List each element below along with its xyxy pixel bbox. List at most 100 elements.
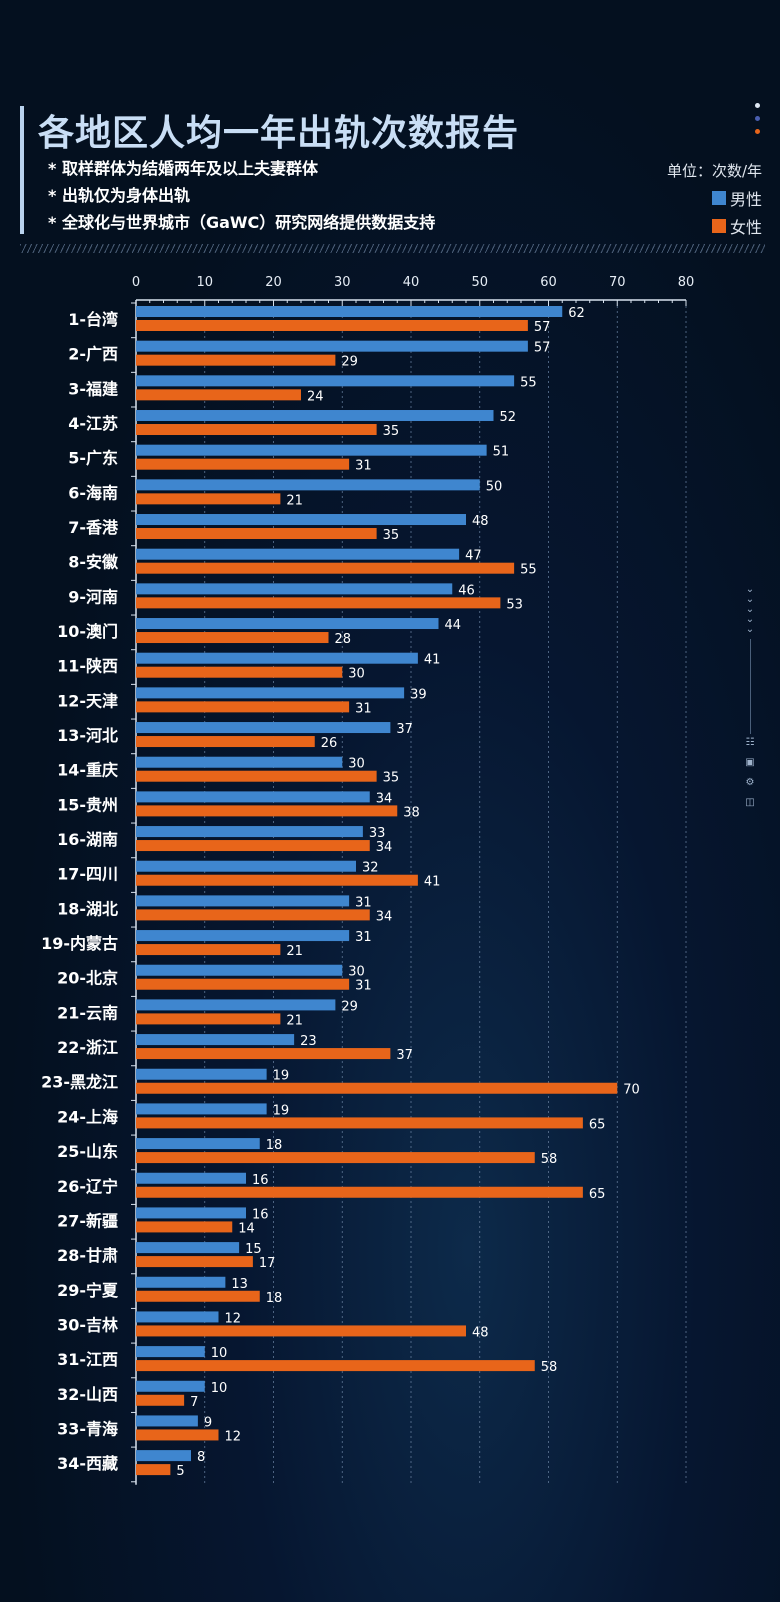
- bar-male: [136, 1450, 191, 1462]
- data-label-male: 30: [348, 965, 365, 980]
- data-label-male: 31: [355, 930, 372, 945]
- bar-female: [136, 736, 315, 748]
- bar-male: [136, 826, 363, 838]
- data-label-female: 12: [225, 1429, 242, 1444]
- category-label: 21-云南: [57, 1003, 118, 1022]
- legend-label-female: 女性: [729, 218, 762, 237]
- category-label: 28-甘肃: [57, 1246, 118, 1265]
- bar-female: [136, 528, 377, 540]
- data-label-female: 30: [348, 667, 365, 682]
- data-label-male: 15: [245, 1242, 262, 1257]
- bar-male: [136, 999, 336, 1011]
- bar-female: [136, 1152, 535, 1164]
- category-label: 32-山西: [57, 1385, 118, 1404]
- x-tick-label: 80: [678, 275, 695, 290]
- bar-male: [136, 791, 370, 803]
- data-label-male: 33: [369, 826, 386, 841]
- data-label-male: 29: [341, 999, 358, 1014]
- bar-female: [136, 389, 301, 401]
- category-label: 26-辽宁: [57, 1177, 118, 1196]
- bar-male: [136, 687, 405, 699]
- unit-label: 单位：次数/年: [666, 162, 762, 180]
- data-label-female: 37: [396, 1048, 413, 1063]
- category-label: 33-青海: [57, 1419, 118, 1438]
- bar-female: [136, 1221, 233, 1233]
- category-label: 4-江苏: [68, 414, 118, 433]
- data-label-male: 47: [465, 549, 482, 564]
- bar-female: [136, 1082, 618, 1094]
- data-label-male: 13: [231, 1277, 248, 1292]
- x-tick-label: 70: [609, 275, 626, 290]
- category-label: 14-重庆: [57, 761, 118, 780]
- bar-male: [136, 444, 487, 456]
- data-label-female: 21: [286, 944, 303, 959]
- bar-female: [136, 805, 398, 817]
- category-label: 22-浙江: [57, 1038, 118, 1057]
- data-label-female: 58: [541, 1360, 558, 1375]
- bar-male: [136, 1172, 246, 1184]
- data-label-female: 7: [190, 1395, 198, 1410]
- bar-male: [136, 1138, 260, 1150]
- category-label: 16-湖南: [57, 830, 118, 849]
- bar-female: [136, 1290, 260, 1302]
- data-label-male: 16: [252, 1173, 269, 1188]
- x-tick-label: 0: [132, 275, 140, 290]
- note-2: * 出轨仅为身体出轨: [48, 186, 190, 205]
- data-label-male: 30: [348, 757, 365, 772]
- data-label-male: 19: [273, 1069, 290, 1084]
- bar-male: [136, 375, 515, 387]
- bar-male: [136, 548, 460, 560]
- data-label-male: 12: [225, 1311, 242, 1326]
- bar-female: [136, 1048, 391, 1060]
- bar-female: [136, 909, 370, 921]
- x-tick-label: 60: [540, 275, 557, 290]
- data-label-female: 26: [321, 736, 338, 751]
- legend-label-male: 男性: [729, 190, 762, 209]
- category-label: 25-山东: [57, 1142, 118, 1161]
- data-label-female: 31: [355, 459, 372, 474]
- category-label: 7-香港: [68, 518, 119, 537]
- category-label: 8-安徽: [68, 553, 119, 572]
- data-label-male: 48: [472, 514, 489, 529]
- bar-female: [136, 1360, 535, 1372]
- bar-male: [136, 479, 480, 491]
- bar-male: [136, 340, 528, 352]
- data-label-male: 19: [273, 1103, 290, 1118]
- bar-male: [136, 1242, 240, 1254]
- data-label-male: 23: [300, 1034, 317, 1049]
- bar-female: [136, 770, 377, 782]
- data-label-female: 35: [383, 528, 400, 543]
- data-label-male: 57: [534, 341, 551, 356]
- data-label-female: 41: [424, 875, 441, 890]
- bar-male: [136, 1068, 267, 1080]
- data-label-male: 31: [355, 895, 372, 910]
- data-label-male: 41: [424, 653, 441, 668]
- bar-female: [136, 1464, 171, 1476]
- category-label: 10-澳门: [57, 622, 118, 641]
- category-label: 15-贵州: [57, 795, 118, 814]
- bar-male: [136, 410, 494, 422]
- bar-male: [136, 930, 350, 942]
- bar-male: [136, 652, 418, 664]
- bar-female: [136, 1186, 583, 1198]
- data-label-female: 34: [376, 840, 393, 855]
- bar-male: [136, 1415, 198, 1427]
- data-label-female: 70: [623, 1083, 640, 1098]
- data-label-female: 57: [534, 320, 551, 335]
- category-label: 23-黑龙江: [41, 1073, 118, 1092]
- bar-female: [136, 493, 281, 505]
- bar-male: [136, 1103, 267, 1115]
- category-label: 1-台湾: [68, 310, 118, 329]
- data-label-female: 65: [589, 1117, 606, 1132]
- legend-female: 女性: [711, 214, 762, 238]
- note-1: * 取样群体为结婚两年及以上夫妻群体: [48, 159, 318, 178]
- bar-female: [136, 1394, 185, 1406]
- chart-title: 各地区人均一年出轨次数报告: [38, 113, 520, 154]
- category-label: 29-宁夏: [57, 1281, 119, 1300]
- bar-female: [136, 944, 281, 956]
- category-label: 2-广西: [68, 345, 118, 364]
- category-label: 17-四川: [57, 865, 118, 884]
- data-label-male: 10: [211, 1381, 228, 1396]
- title-accent-bar: [20, 106, 24, 234]
- x-tick-label: 50: [471, 275, 488, 290]
